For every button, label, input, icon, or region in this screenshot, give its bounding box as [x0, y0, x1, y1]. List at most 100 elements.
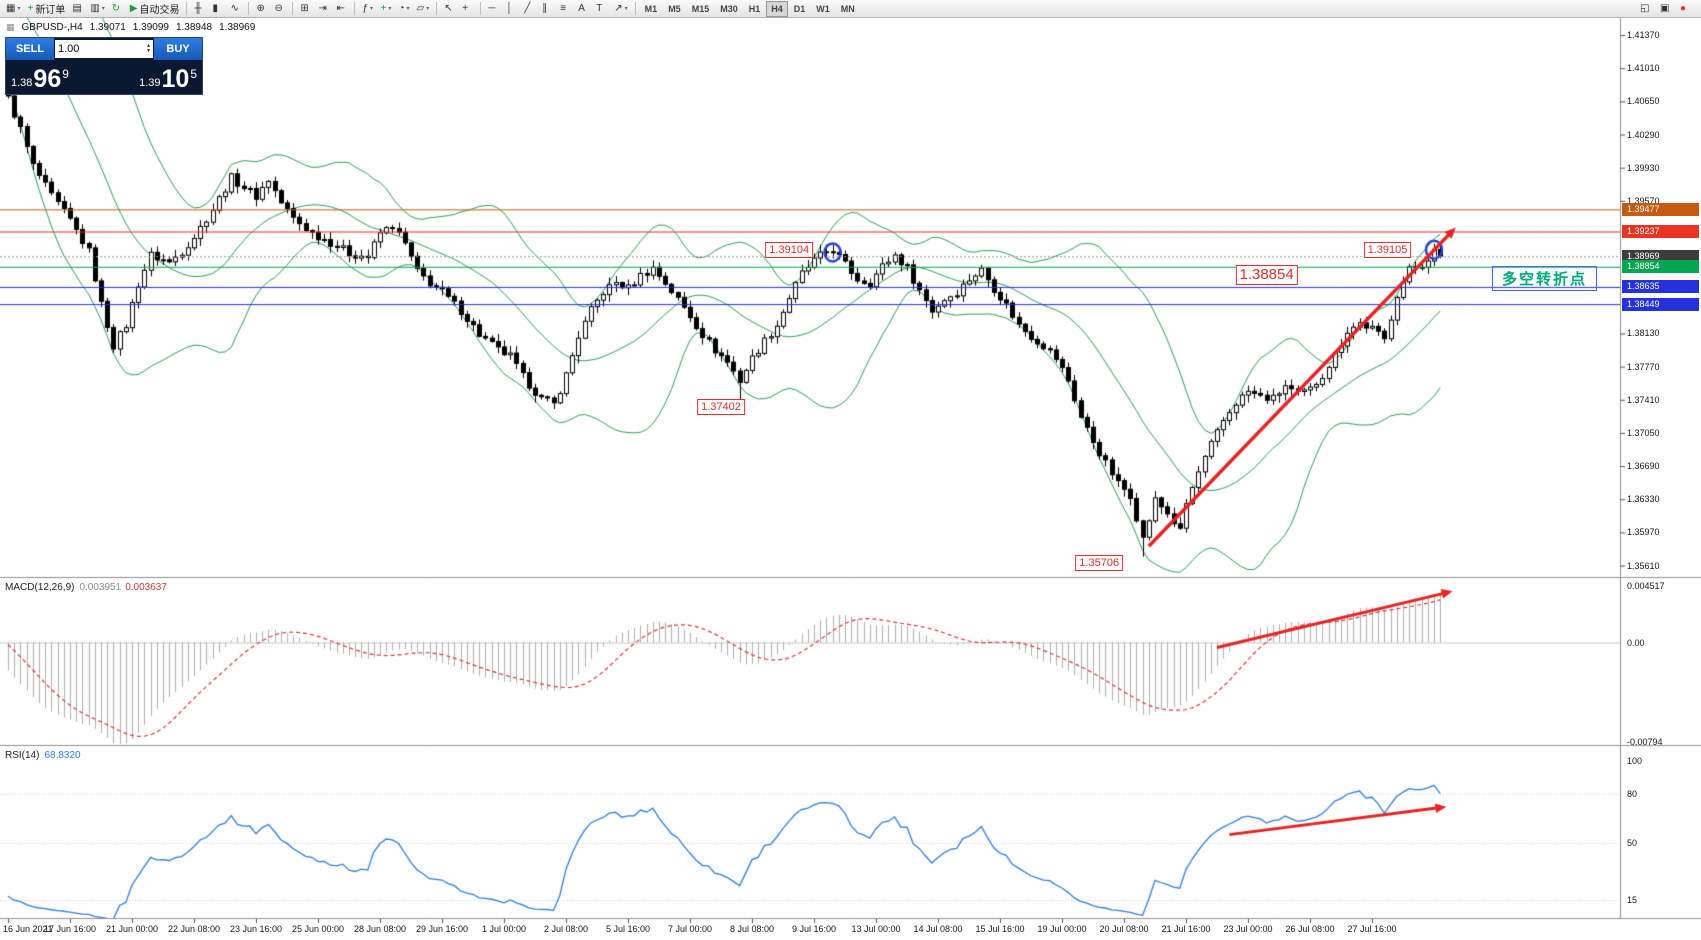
time-axis-label: 16 Jun 2021	[3, 924, 53, 934]
arrows-button[interactable]: ↗ ▾	[611, 1, 630, 17]
toolbar-separator	[354, 2, 356, 15]
price-label-flag[interactable]: 1.38854	[1235, 265, 1298, 286]
tile-windows-button[interactable]: ⊞	[297, 1, 314, 17]
timeframe-button-D1[interactable]: D1	[793, 3, 806, 14]
charts-grid-button[interactable]: ▤	[69, 1, 86, 17]
time-axis-label: 7 Jul 00:00	[667, 924, 713, 934]
periods-icon: ◔	[398, 2, 405, 14]
zoom-out-button[interactable]: ⊖	[271, 1, 288, 17]
dropdown-arrow-icon: ▾	[101, 6, 105, 12]
price-axis-label: 1.41370	[1627, 30, 1660, 41]
dropdown-arrow-icon: ▾	[406, 6, 410, 12]
timeframe-button-M15[interactable]: M15	[691, 3, 710, 14]
sell-button[interactable]: SELL	[6, 38, 54, 60]
crosshair-icon: +	[462, 2, 469, 14]
time-axis-label: 1 Jul 00:00	[481, 924, 527, 934]
volume-input[interactable]: 1.00 ▴ ▾	[55, 40, 153, 58]
line-chart-button[interactable]: ∿	[227, 1, 244, 17]
macd-axis-label: -0.00794	[1627, 736, 1663, 747]
timeframe-button-M5[interactable]: M5	[668, 3, 681, 14]
text-button[interactable]: A	[575, 1, 592, 17]
bar-chart-button[interactable]: ╫	[191, 1, 208, 17]
fibonacci-button[interactable]: ≡	[557, 1, 574, 17]
time-axis-label: 15 Jul 16:00	[975, 924, 1025, 934]
zoom-in-button[interactable]: ⊕	[253, 1, 270, 17]
low-price: 1.38948	[175, 22, 213, 33]
trendline-button[interactable]: ╱	[521, 1, 538, 17]
buy-price-pips: 10	[161, 65, 190, 93]
price-axis-tag: 1.38449	[1622, 297, 1699, 311]
toolbar-separator	[436, 2, 438, 15]
toolbar-right-group: ◱ ▣ ●	[1637, 1, 1698, 17]
auto-scroll-button[interactable]: ⇥	[315, 1, 332, 17]
label-button[interactable]: T	[593, 1, 610, 17]
new-order-button-label: 新订单	[35, 5, 66, 16]
candlestick-chart-button[interactable]: ▮	[209, 1, 226, 17]
buy-button[interactable]: BUY	[154, 38, 202, 60]
trendline-icon: ╱	[524, 2, 531, 14]
spinner-down-icon[interactable]: ▾	[146, 48, 150, 54]
line-chart-icon: ∿	[230, 2, 239, 14]
timeframe-button-W1[interactable]: W1	[816, 3, 830, 14]
time-axis-label: 5 Jul 16:00	[605, 924, 651, 934]
rsi-axis-label: 100	[1627, 756, 1643, 767]
new-order-button[interactable]: + 新订单	[24, 1, 68, 17]
price-axis-label: 1.39570	[1627, 195, 1660, 206]
dropdown-arrow-icon: ▾	[17, 6, 21, 12]
timeframe-button-M30[interactable]: M30	[720, 3, 738, 14]
periods-button[interactable]: ◔ ▾	[395, 1, 412, 17]
add-indicator-button[interactable]: + ▾	[377, 1, 394, 17]
docking-button[interactable]: ◱	[1637, 1, 1654, 17]
cursor-button[interactable]: ↖	[441, 1, 458, 17]
dropdown-arrow-icon: ▾	[370, 6, 374, 12]
price-axis-tag: 1.38969	[1622, 249, 1699, 263]
vertical-line-button[interactable]: │	[503, 1, 520, 17]
autotrading-icon: ▶	[129, 2, 138, 14]
price-label-flag[interactable]: 1.37402	[697, 399, 745, 416]
arrows-icon: ↗	[614, 2, 623, 14]
rsi-axis-label: 80	[1627, 788, 1638, 799]
profiles-button[interactable]: ▥ ▾	[87, 1, 107, 17]
horizontal-line-button[interactable]: ─	[485, 1, 502, 17]
chart-shift-button[interactable]: ⇤	[333, 1, 350, 17]
channel-button[interactable]: ∥	[539, 1, 556, 17]
turning-point-note[interactable]: 多空转折点	[1492, 266, 1598, 292]
text-icon: A	[578, 2, 585, 14]
cursor-icon: ↖	[444, 2, 453, 14]
indicators-button[interactable]: ƒ ▾	[359, 1, 376, 17]
price-axis-tag: 1.39237	[1622, 225, 1699, 238]
toolbar-separator	[480, 2, 482, 15]
autotrading-button-label: 自动交易	[139, 5, 180, 16]
profiles-icon: ▥	[90, 2, 100, 14]
new-chart-button[interactable]: ▦ ▾	[3, 1, 23, 17]
time-axis-label: 27 Jul 16:00	[1347, 924, 1397, 934]
templates-icon: ▱	[416, 2, 425, 14]
time-axis-label: 22 Jun 08:00	[167, 924, 221, 934]
price-label-flag[interactable]: 1.39105	[1363, 241, 1412, 258]
timeframe-button-H4[interactable]: H4	[766, 0, 788, 17]
price-label-flag[interactable]: 1.39104	[765, 241, 814, 258]
notification-icon[interactable]: ●	[1677, 1, 1694, 17]
timeframe-button-MN[interactable]: MN	[840, 3, 855, 14]
price-label-flag[interactable]: 1.35706	[1075, 555, 1124, 572]
macd-axis-label: 0.004517	[1627, 581, 1665, 592]
macd-value-main: 0.003951	[79, 582, 122, 593]
fullscreen-button[interactable]: ▣	[1657, 1, 1674, 17]
spinner-up-icon[interactable]: ▴	[146, 43, 150, 49]
price-axis-label: 1.37770	[1627, 361, 1660, 372]
one-click-trading-panel: SELL 1.00 ▴ ▾ BUY 1.38 96 9 1.39 10 5	[5, 37, 203, 95]
timeframe-button-H1[interactable]: H1	[748, 3, 761, 14]
indicators-icon: ƒ	[362, 2, 369, 14]
refresh-icon: ↻	[111, 2, 121, 14]
crosshair-button[interactable]: +	[459, 1, 476, 17]
refresh-button[interactable]: ↻	[109, 1, 126, 17]
autotrading-button[interactable]: ▶ 自动交易	[127, 1, 183, 17]
timeframe-button-M1[interactable]: M1	[644, 3, 658, 14]
rsi-axis-label: 15	[1627, 895, 1638, 906]
volume-spinner[interactable]: ▴ ▾	[146, 43, 150, 54]
time-axis-label: 13 Jul 00:00	[851, 924, 901, 934]
templates-button[interactable]: ▱ ▾	[414, 1, 433, 17]
sell-price-display: 1.38 96 9	[11, 67, 69, 92]
dropdown-arrow-icon: ▾	[426, 6, 430, 12]
